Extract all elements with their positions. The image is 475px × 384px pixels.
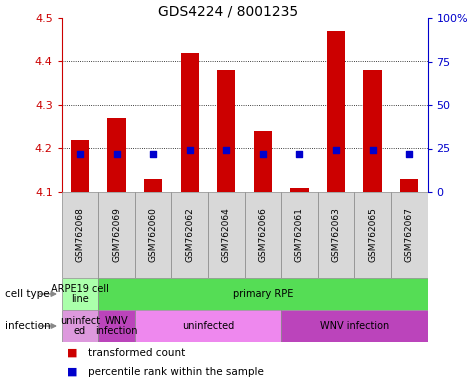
Text: GSM762062: GSM762062 [185, 208, 194, 262]
Text: infection: infection [5, 321, 50, 331]
Text: GSM762067: GSM762067 [405, 208, 414, 262]
Text: primary RPE: primary RPE [233, 289, 293, 299]
Bar [62, 310, 98, 342]
Point [405, 151, 413, 157]
Bar [245, 192, 281, 278]
Text: percentile rank within the sample: percentile rank within the sample [88, 367, 264, 377]
Bar [171, 192, 208, 278]
Text: ARPE19 cell
line: ARPE19 cell line [51, 284, 109, 305]
Point [369, 147, 377, 153]
Point [186, 147, 194, 153]
Text: GSM762066: GSM762066 [258, 208, 267, 262]
Bar [180, 53, 199, 192]
Bar [290, 188, 309, 192]
Text: transformed count: transformed count [88, 348, 185, 358]
Bar [354, 192, 391, 278]
Bar [62, 278, 98, 310]
Bar [327, 31, 345, 192]
Text: cell type: cell type [5, 289, 49, 299]
Bar [135, 192, 171, 278]
Bar [208, 192, 245, 278]
Text: GSM762063: GSM762063 [332, 208, 341, 262]
Point [76, 151, 84, 157]
Text: uninfected: uninfected [182, 321, 234, 331]
Text: GSM762068: GSM762068 [76, 208, 85, 262]
Point [332, 147, 340, 153]
Text: WNV
infection: WNV infection [95, 316, 138, 336]
Bar [400, 179, 418, 192]
Bar [144, 179, 162, 192]
Bar [281, 192, 318, 278]
Bar [98, 192, 135, 278]
Text: ■: ■ [66, 367, 77, 377]
Text: uninfect
ed: uninfect ed [60, 316, 100, 336]
Bar [71, 140, 89, 192]
Text: GSM762064: GSM762064 [222, 208, 231, 262]
Bar [62, 192, 98, 278]
Point [113, 151, 121, 157]
Bar [281, 310, 428, 342]
Text: GSM762069: GSM762069 [112, 208, 121, 262]
Bar [318, 192, 354, 278]
Point [295, 151, 304, 157]
Bar [254, 131, 272, 192]
Bar [391, 192, 428, 278]
Bar [135, 310, 281, 342]
Bar [107, 118, 126, 192]
Text: ■: ■ [66, 348, 77, 358]
Text: WNV infection: WNV infection [320, 321, 389, 331]
Point [149, 151, 157, 157]
Bar [217, 70, 236, 192]
Text: GSM762065: GSM762065 [368, 208, 377, 262]
Point [222, 147, 230, 153]
Bar [363, 70, 382, 192]
Text: GDS4224 / 8001235: GDS4224 / 8001235 [158, 5, 298, 19]
Bar [98, 310, 135, 342]
Text: GSM762061: GSM762061 [295, 208, 304, 262]
Text: GSM762060: GSM762060 [149, 208, 158, 262]
Point [259, 151, 267, 157]
